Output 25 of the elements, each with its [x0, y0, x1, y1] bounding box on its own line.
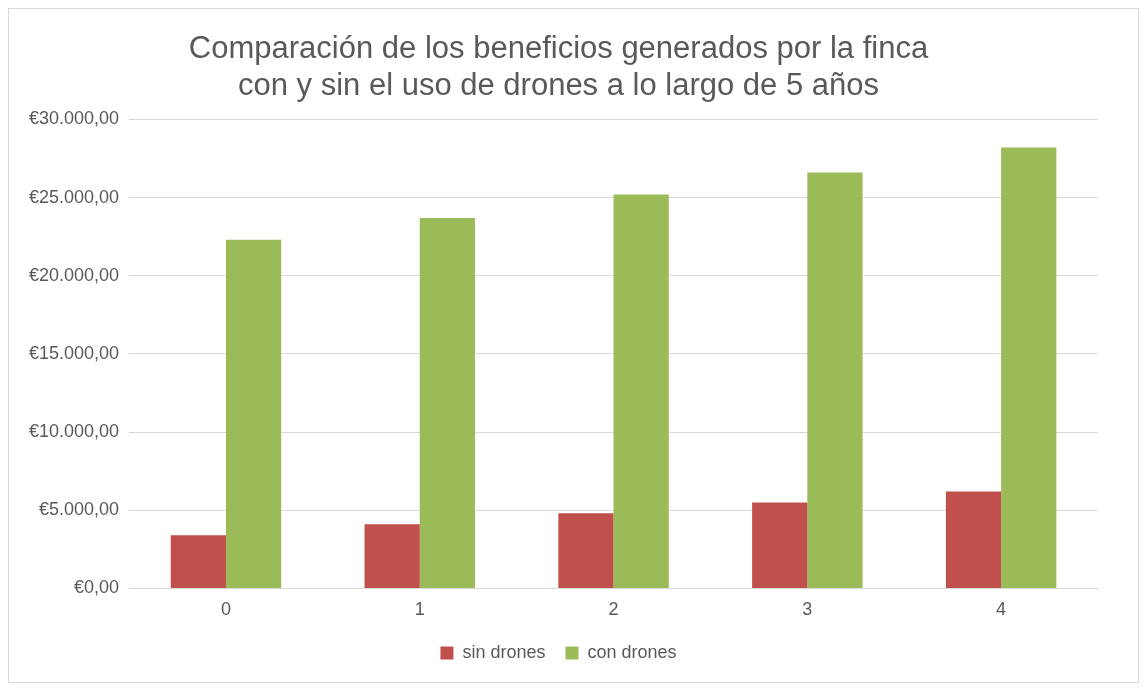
bar — [807, 172, 863, 588]
x-tick-label: 0 — [220, 599, 231, 620]
bar — [419, 217, 475, 588]
y-tick-label: €5.000,00 — [39, 499, 120, 520]
y-tick-label: €0,00 — [74, 577, 120, 598]
y-tick-label: €15.000,00 — [28, 342, 120, 363]
y-tick-label: €20.000,00 — [28, 264, 120, 285]
x-tick-label: 4 — [996, 599, 1007, 620]
x-tick-label: 2 — [608, 599, 619, 620]
bar — [225, 239, 282, 588]
bar — [170, 535, 226, 588]
bar — [752, 502, 808, 588]
x-tick-label: 1 — [414, 599, 425, 620]
bar — [1001, 147, 1057, 588]
bar — [945, 491, 1002, 588]
y-tick-label: €10.000,00 — [28, 421, 120, 442]
legend-label: con drones — [587, 641, 677, 662]
y-tick-label: €30.000,00 — [28, 108, 120, 129]
bar — [364, 524, 420, 588]
bar — [558, 513, 614, 588]
x-tick-label: 3 — [802, 599, 813, 620]
y-tick-label: €25.000,00 — [28, 186, 120, 207]
chart-title: Comparación de los beneficios generados por la finca con y sin el uso de drones a lo largo de 5 años — [188, 30, 929, 103]
legend-label: sin drones — [462, 641, 546, 662]
bar — [613, 194, 669, 588]
